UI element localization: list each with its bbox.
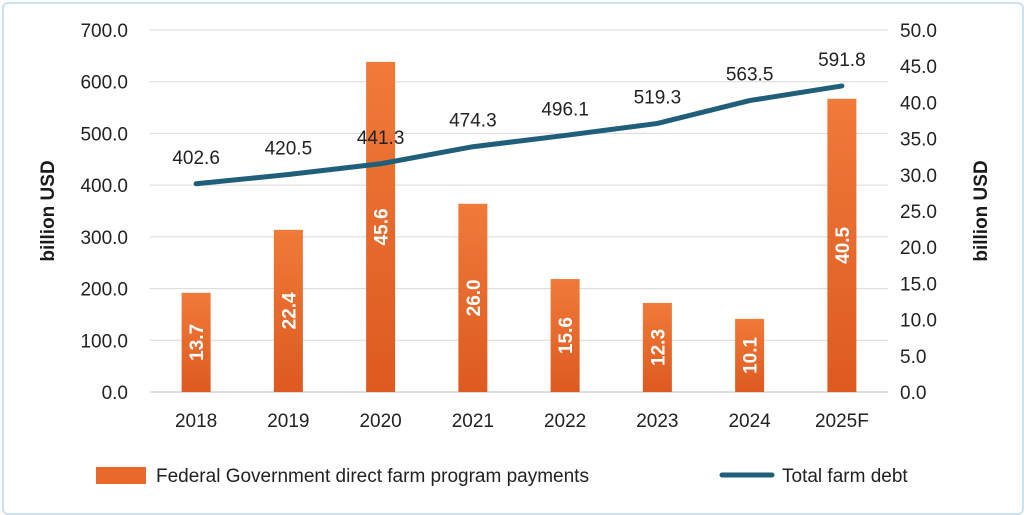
line-data-label: 591.8 xyxy=(818,50,866,71)
legend-label-debt: Total farm debt xyxy=(782,466,908,487)
line-data-label: 519.3 xyxy=(634,87,682,108)
right-tick-label: 10.0 xyxy=(900,311,937,332)
line-data-label: 496.1 xyxy=(541,99,589,120)
left-tick-label: 600.0 xyxy=(80,73,128,94)
bar-2022 xyxy=(550,279,580,392)
x-tick-label: 2025F xyxy=(815,411,869,432)
bar-2020 xyxy=(366,61,396,393)
x-tick-label: 2018 xyxy=(175,411,217,432)
x-tick-label: 2019 xyxy=(267,411,309,432)
right-tick-label: 0.0 xyxy=(900,383,926,404)
right-tick-label: 25.0 xyxy=(900,202,937,223)
right-tick-label: 40.0 xyxy=(900,93,937,114)
grid-lines xyxy=(150,29,888,393)
line-data-label: 474.3 xyxy=(449,111,497,132)
bar-data-label: 26.0 xyxy=(464,279,485,316)
right-axis-title: billion USD xyxy=(971,160,992,261)
bar-2019 xyxy=(273,229,303,392)
line-data-label: 402.6 xyxy=(172,148,220,169)
bar-data-label: 15.6 xyxy=(556,317,577,354)
line-data-label: 420.5 xyxy=(265,139,313,160)
x-tick-label: 2024 xyxy=(728,411,771,432)
left-axis-title: billion USD xyxy=(38,160,59,261)
bar-data-label: 10.1 xyxy=(741,337,762,374)
x-tick-label: 2023 xyxy=(636,411,678,432)
left-tick-label: 200.0 xyxy=(80,280,128,301)
x-tick-label: 2020 xyxy=(359,411,401,432)
left-tick-label: 0.0 xyxy=(102,383,128,404)
debt-line xyxy=(193,83,845,187)
bar-data-label: 45.6 xyxy=(372,208,393,245)
right-tick-label: 15.0 xyxy=(900,274,937,295)
left-tick-label: 100.0 xyxy=(80,331,128,352)
line-data-label: 441.3 xyxy=(357,128,405,149)
bar-data-label: 40.5 xyxy=(833,226,854,263)
bar-2024 xyxy=(735,318,765,392)
x-tick-label: 2022 xyxy=(544,411,586,432)
bar-series: 13.7 22.4 45.6 26.0 15.6 12.3 10.1 40.5 xyxy=(181,61,857,393)
left-tick-label: 300.0 xyxy=(80,228,128,249)
legend-swatch-payments xyxy=(96,467,146,484)
bar-2025F xyxy=(827,98,857,392)
bar-data-label: 12.3 xyxy=(648,329,669,366)
left-tick-label: 400.0 xyxy=(80,176,128,197)
line-series: 402.6 420.5 441.3 474.3 496.1 519.3 563.5 591.8 xyxy=(172,50,866,187)
right-axis-ticks: 0.0 5.0 10.0 15.0 20.0 25.0 30.0 35.0 40.0 45.0 50… xyxy=(900,21,937,404)
right-tick-label: 45.0 xyxy=(900,57,937,78)
legend: Federal Government direct farm program p… xyxy=(96,466,908,487)
legend-label-payments: Federal Government direct farm program p… xyxy=(156,466,589,487)
right-tick-label: 35.0 xyxy=(900,130,937,151)
bar-data-label: 22.4 xyxy=(279,292,300,329)
bar-2018 xyxy=(181,292,211,392)
bar-data-label: 13.7 xyxy=(187,324,208,361)
bar-2021 xyxy=(458,203,488,392)
line-data-label: 563.5 xyxy=(726,65,774,86)
left-tick-label: 700.0 xyxy=(80,21,128,42)
right-tick-label: 30.0 xyxy=(900,166,937,187)
right-tick-label: 5.0 xyxy=(900,347,926,368)
left-axis-ticks: 0.0 100.0 200.0 300.0 400.0 500.0 600.0 700.0 xyxy=(80,21,128,404)
left-tick-label: 500.0 xyxy=(80,124,128,145)
right-tick-label: 20.0 xyxy=(900,238,937,259)
x-tick-label: 2021 xyxy=(452,411,494,432)
x-axis-ticks: 2018 2019 2020 2021 2022 2023 2024 2025F xyxy=(175,411,869,432)
bar-2023 xyxy=(642,302,672,392)
right-tick-label: 50.0 xyxy=(900,21,937,42)
